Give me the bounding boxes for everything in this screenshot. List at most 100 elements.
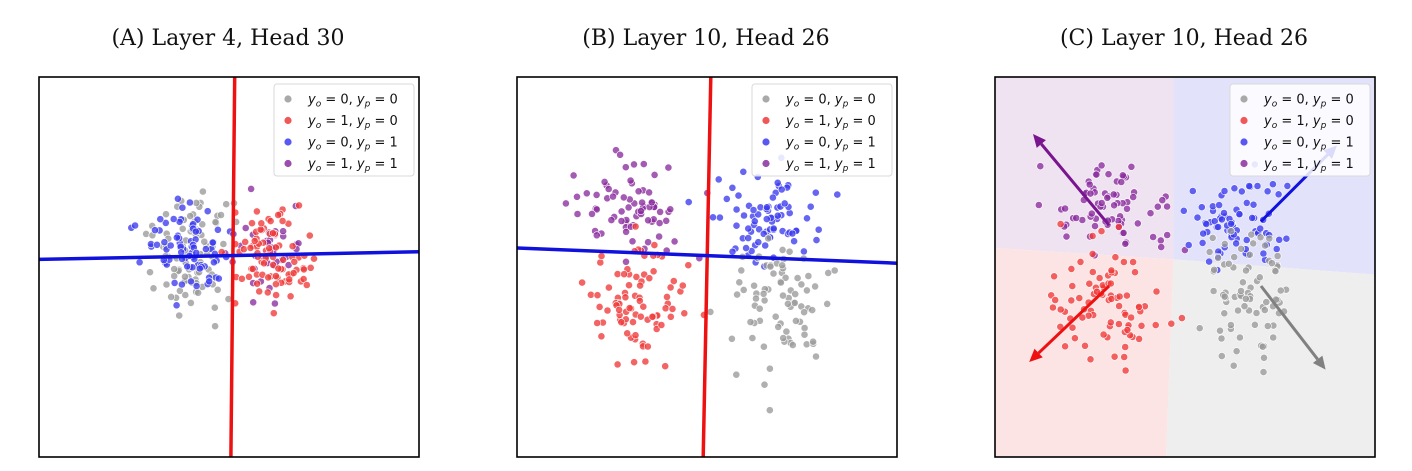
scatter-point: [630, 160, 638, 169]
scatter-point: [131, 221, 139, 230]
scatter-point: [732, 221, 741, 230]
scatter-point: [661, 304, 670, 313]
separator-line-1: [517, 246, 897, 265]
scatter-point: [246, 243, 255, 252]
scatter-point: [161, 218, 170, 227]
scatter-point: [1265, 234, 1274, 243]
legend-marker: [284, 159, 292, 168]
scatter-point: [1121, 366, 1130, 375]
scatter-point: [1255, 273, 1264, 282]
scatter-point: [783, 299, 792, 308]
scatter-point: [804, 272, 813, 280]
scatter-point: [241, 224, 250, 232]
scatter-point: [740, 211, 748, 220]
scatter-point: [609, 192, 617, 201]
scatter-point: [248, 264, 257, 273]
scatter-point: [666, 312, 675, 321]
scatter-point: [622, 227, 630, 236]
scatter-point: [595, 302, 604, 311]
scatter-point: [800, 330, 809, 339]
scatter-point: [562, 199, 570, 208]
scatter-point: [1131, 268, 1139, 277]
scatter-point: [637, 207, 645, 215]
scatter-point: [1068, 323, 1077, 332]
scatter-point: [1092, 170, 1101, 179]
scatter-point: [1262, 298, 1271, 306]
scatter-point: [722, 195, 731, 203]
scatter-point: [802, 286, 811, 295]
decision-region-0: [995, 77, 1174, 260]
scatter-point: [752, 294, 760, 303]
scatter-point: [1104, 170, 1113, 179]
scatter-point: [670, 237, 679, 246]
scatter-point: [774, 322, 783, 331]
scatter-point: [1245, 250, 1254, 259]
panel-b-title: (B) Layer 10, Head 26: [582, 26, 830, 51]
scatter-point: [284, 261, 293, 269]
scatter-point: [624, 203, 633, 212]
scatter-point: [1283, 182, 1292, 190]
scatter-point: [153, 240, 161, 249]
scatter-point: [643, 342, 652, 351]
scatter-point: [247, 185, 255, 193]
scatter-point: [684, 261, 693, 270]
scatter-point: [1269, 333, 1278, 342]
scatter-point: [1242, 236, 1251, 244]
scatter-point: [1123, 325, 1132, 334]
scatter-point: [766, 262, 775, 271]
scatter-point: [1258, 342, 1267, 351]
scatter-point: [1237, 287, 1245, 295]
scatter-point: [172, 301, 181, 310]
scatter-point: [1119, 258, 1128, 266]
scatter-point: [755, 304, 764, 313]
scatter-point: [714, 175, 723, 184]
scatter-point: [295, 201, 303, 210]
scatter-point: [186, 298, 195, 307]
scatter-point: [680, 309, 689, 318]
scatter-point: [181, 291, 190, 299]
scatter-point: [260, 259, 268, 268]
scatter-point: [1123, 204, 1131, 213]
scatter-point: [811, 188, 820, 197]
legend-label: yo = 1, yp = 1: [307, 157, 398, 174]
scatter-point: [812, 352, 820, 361]
scatter-point: [777, 185, 786, 194]
legend-marker: [762, 138, 770, 146]
scatter-point: [1224, 259, 1233, 268]
scatter-point: [615, 305, 623, 314]
scatter-point: [1215, 201, 1223, 210]
scatter-point: [592, 231, 601, 240]
scatter-point: [735, 278, 744, 287]
scatter-point: [764, 234, 773, 243]
scatter-point: [800, 308, 808, 317]
direction-arrow-3: [1259, 285, 1319, 361]
scatter-point: [1110, 201, 1118, 210]
scatter-point: [728, 183, 737, 192]
scatter-point: [1240, 302, 1249, 311]
scatter-point: [628, 237, 637, 246]
scatter-point: [167, 292, 175, 301]
scatter-point: [1086, 189, 1095, 198]
scatter-point: [617, 207, 626, 216]
scatter-point: [1068, 282, 1077, 290]
scatter-point: [1242, 266, 1250, 275]
scatter-point: [1205, 257, 1213, 266]
scatter-point: [811, 282, 819, 291]
scatter-point: [629, 318, 637, 326]
scatter-point: [1237, 187, 1246, 196]
scatter-point: [613, 360, 622, 369]
scatter-point: [162, 210, 170, 219]
scatter-point: [278, 217, 287, 225]
scatter-point: [759, 289, 768, 298]
scatter-point: [715, 213, 724, 222]
scatter-point: [791, 316, 800, 325]
scatter-point: [248, 219, 256, 228]
scatter-point: [249, 298, 258, 307]
scatter-point: [1091, 222, 1099, 230]
scatter-point: [625, 281, 633, 290]
scatter-point: [1122, 291, 1131, 300]
scatter-point: [1087, 209, 1096, 218]
scatter-point: [604, 185, 613, 193]
scatter-point: [799, 247, 808, 256]
scatter-point: [830, 266, 839, 275]
